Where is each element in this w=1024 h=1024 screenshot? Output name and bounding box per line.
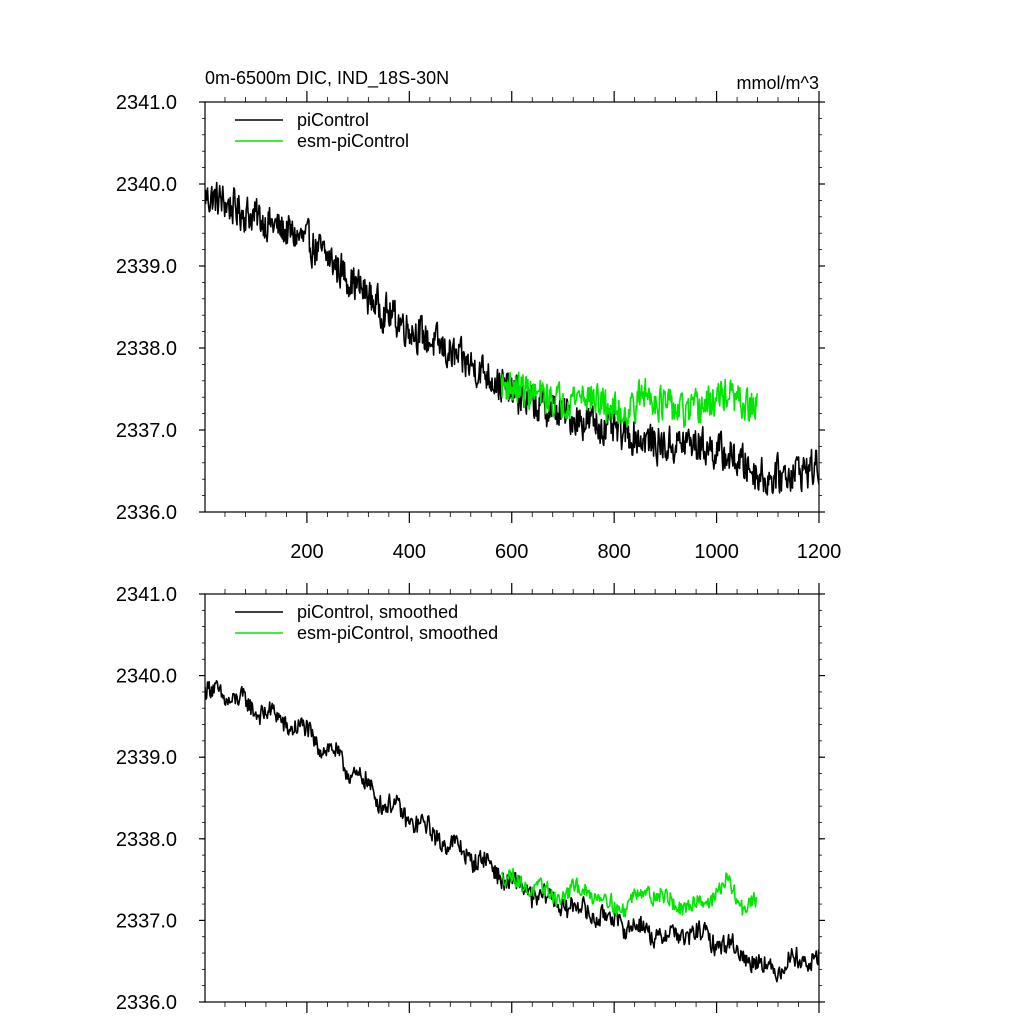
x-tick-label: 800 — [597, 541, 630, 563]
y-tick-label: 2340.0 — [116, 174, 177, 196]
x-tick-label: 200 — [290, 541, 323, 563]
y-tick-label: 2336.0 — [116, 502, 177, 524]
y-tick-label: 2339.0 — [116, 256, 177, 278]
x-tick-label: 400 — [393, 541, 426, 563]
y-tick-label: 2339.0 — [116, 747, 177, 769]
y-tick-label: 2338.0 — [116, 338, 177, 360]
plot-frame — [204, 101, 820, 513]
legend-label: piControl, smoothed — [297, 602, 458, 622]
legend-label: esm-piControl — [297, 131, 409, 151]
y-tick-label: 2336.0 — [116, 992, 177, 1014]
legend-label: piControl — [297, 110, 369, 130]
plot-frame — [204, 593, 820, 1003]
x-tick-label: 600 — [495, 541, 528, 563]
units-label: mmol/m^3 — [737, 73, 819, 93]
top-panel: 0m-6500m DIC, IND_18S-30N mmol/m^3 2336.0 2… — [116, 68, 841, 563]
y-tick-label: 2341.0 — [116, 584, 177, 606]
y-tick-label: 2341.0 — [116, 92, 177, 114]
chart-title: 0m-6500m DIC, IND_18S-30N — [205, 68, 449, 89]
series-line-esm-picontrol — [500, 371, 758, 428]
series-line-picontrol — [205, 181, 819, 496]
bottom-panel: 2336.0 2337.0 2338.0 2339.0 2340.0 2341.0 piCo… — [116, 583, 825, 1014]
y-tick-label: 2340.0 — [116, 666, 177, 688]
legend-label: esm-piControl, smoothed — [297, 623, 498, 643]
x-tick-label: 1200 — [797, 541, 842, 563]
x-tick-label: 1000 — [694, 541, 739, 563]
y-tick-label: 2337.0 — [116, 420, 177, 442]
series-line-picontrol — [205, 680, 819, 983]
y-tick-label: 2338.0 — [116, 829, 177, 851]
y-tick-label: 2337.0 — [116, 910, 177, 932]
series-line-esm-picontrol — [500, 867, 758, 918]
